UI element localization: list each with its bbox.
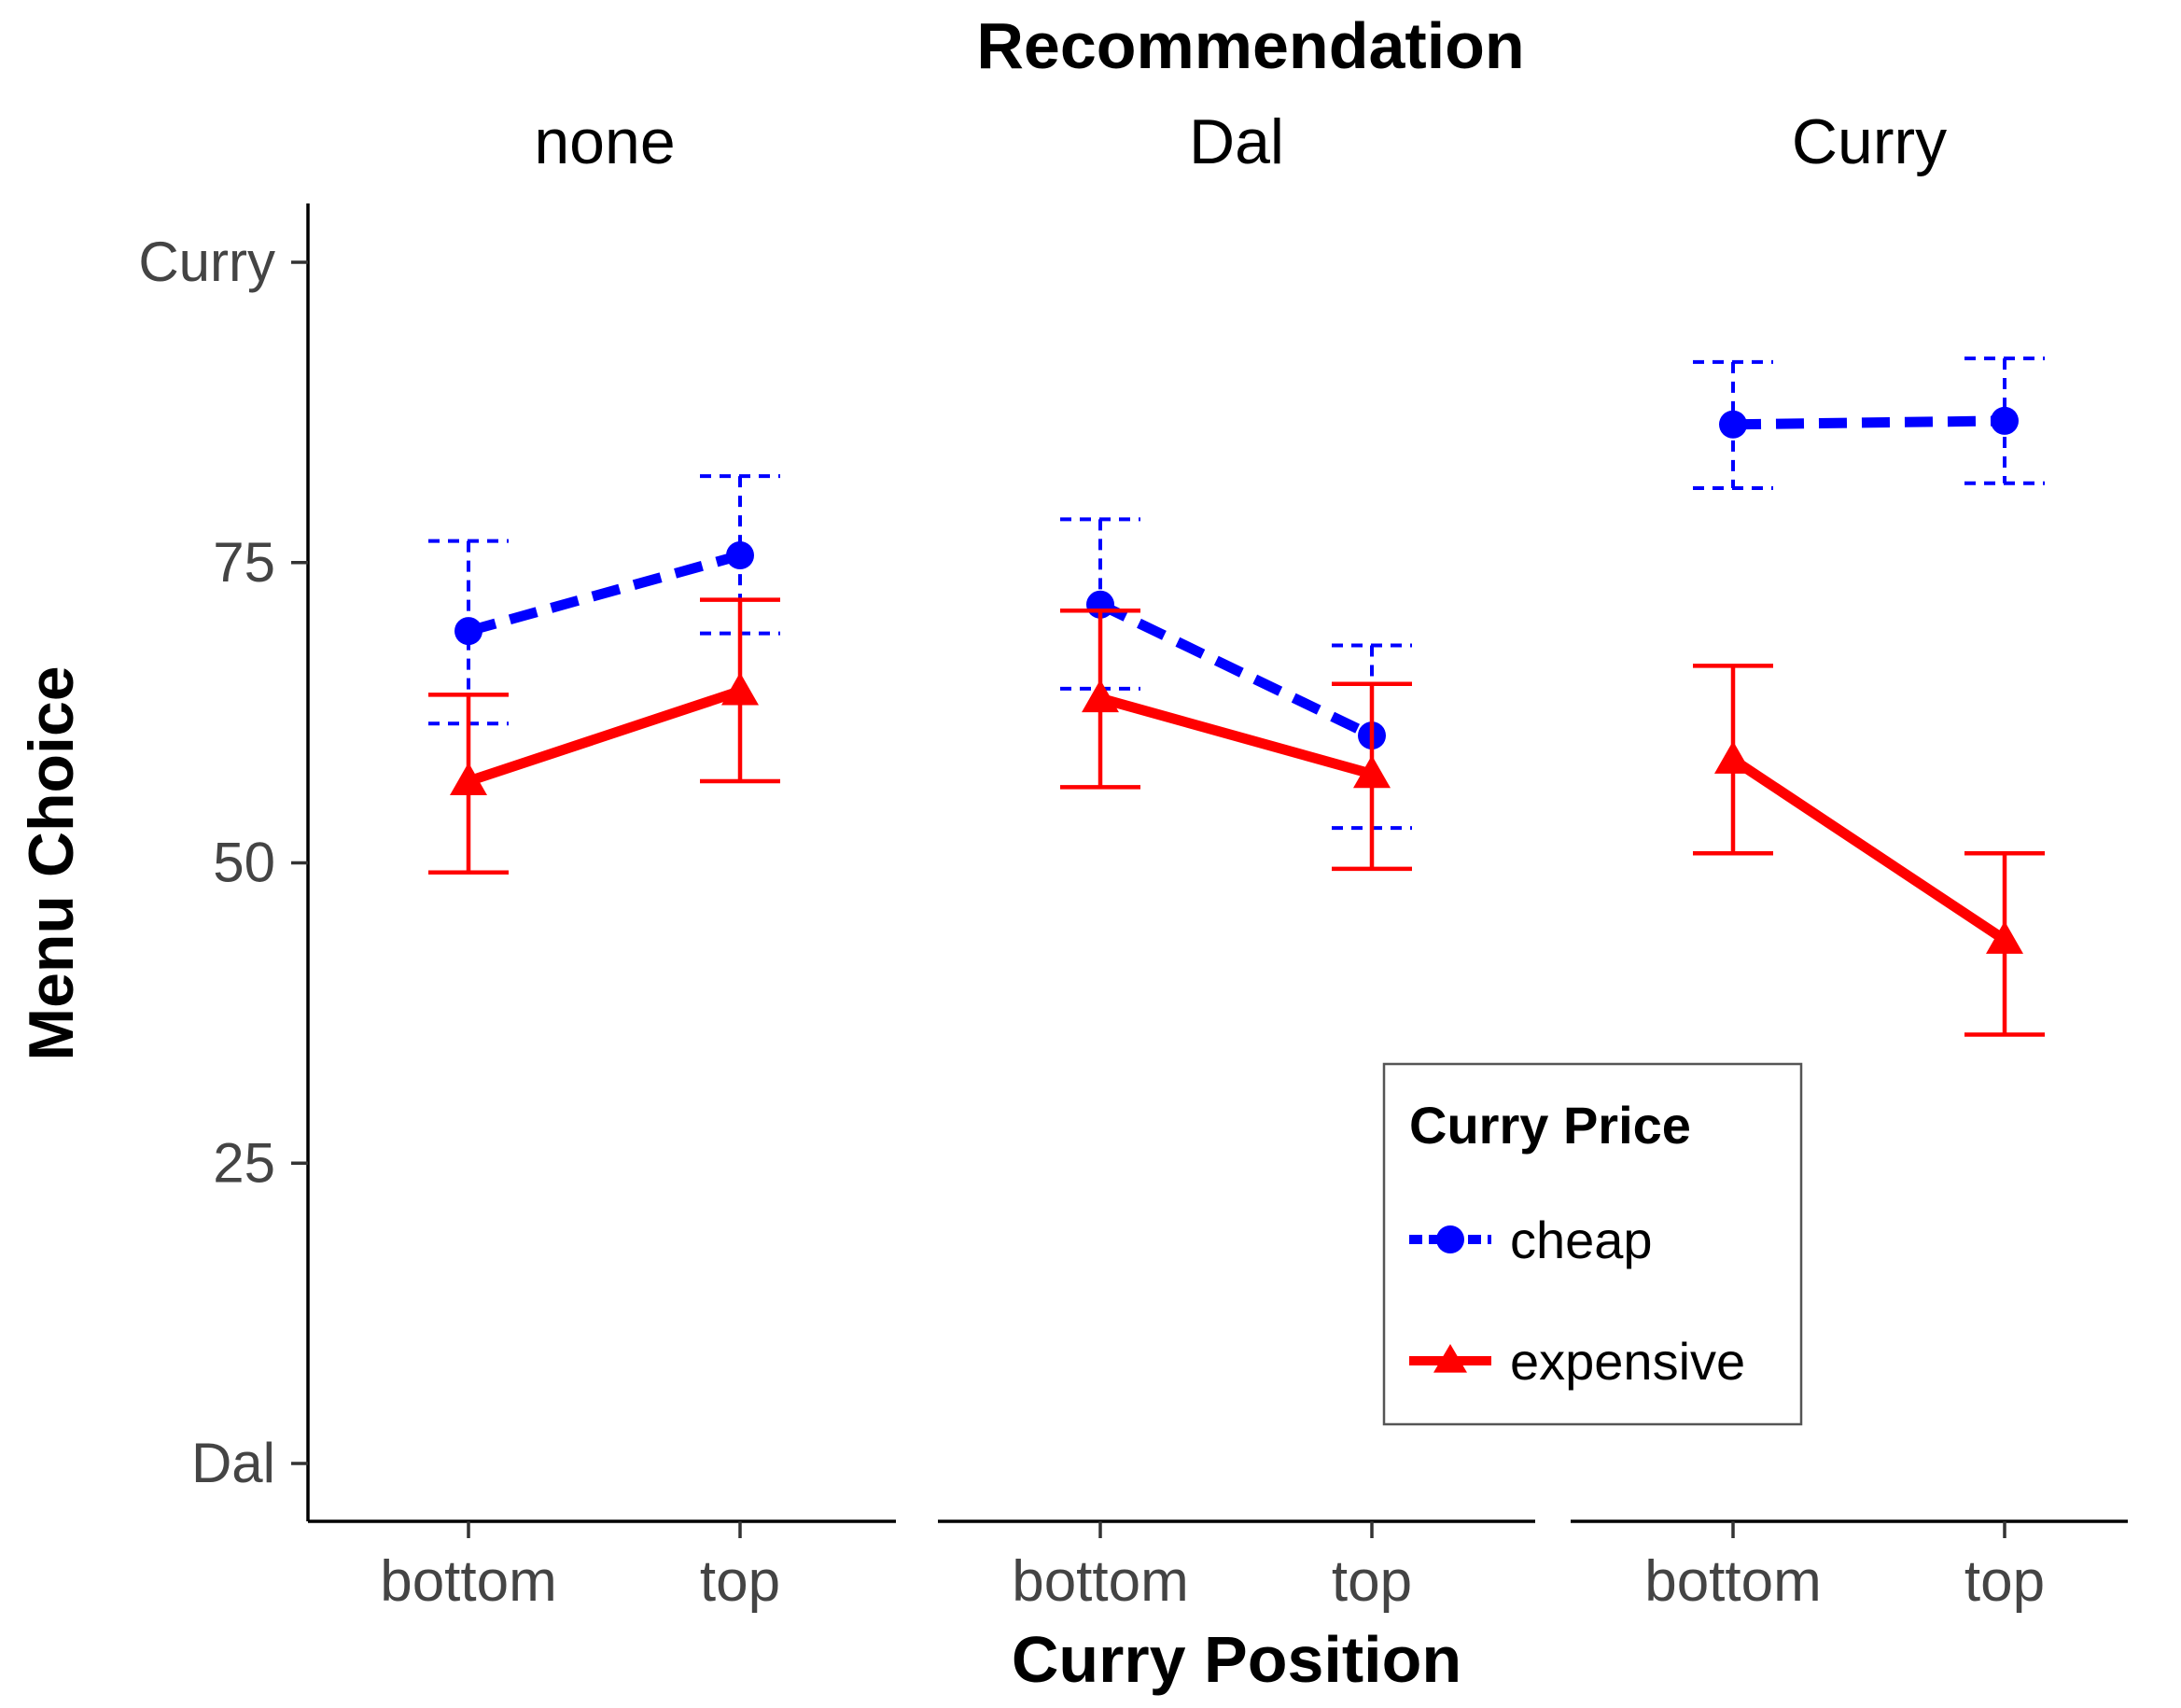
chart-title: Recommendation: [976, 9, 1524, 82]
point-bottom: [1714, 740, 1752, 774]
point-top: [726, 541, 754, 570]
x-axis-label: Curry Position: [1012, 1623, 1461, 1696]
legend-key-marker: [1433, 1344, 1467, 1373]
y-tick-label-3: 75: [213, 531, 275, 594]
facet-panel-curry: Curry bottom top: [1571, 106, 2128, 1614]
legend-entry-expensive: expensive: [1409, 1332, 1745, 1391]
point-top: [1991, 406, 2019, 435]
point-bottom: [1719, 410, 1747, 439]
x-tick-label-bottom: bottom: [1012, 1549, 1189, 1614]
y-axis: Dal 25 50 75 Curry: [138, 203, 310, 1521]
series-expensive: [1693, 664, 2045, 1037]
y-tick-label-0: Dal: [191, 1432, 275, 1494]
x-tick-label-bottom: bottom: [1644, 1549, 1822, 1614]
x-tick-label-top: top: [1964, 1549, 2045, 1614]
y-axis-label: Menu Choice: [16, 665, 87, 1060]
legend-entry-cheap: cheap: [1409, 1211, 1653, 1269]
point-bottom: [454, 617, 482, 646]
x-tick-label-top: top: [700, 1549, 780, 1614]
series-line: [1732, 415, 2006, 430]
legend-label: cheap: [1510, 1211, 1653, 1269]
x-tick-label-bottom: bottom: [380, 1549, 557, 1614]
series-line: [467, 686, 742, 787]
series-line: [1098, 693, 1374, 779]
series-line: [467, 550, 742, 637]
legend-title: Curry Price: [1409, 1096, 1691, 1155]
point-top: [1353, 755, 1391, 789]
point-top: [1986, 920, 2023, 954]
facet-panel-dal: Dal bottom top: [938, 106, 1535, 1614]
legend-entries: cheap expensive: [1409, 1211, 1745, 1391]
series-expensive: [1060, 608, 1412, 872]
facet-label: Dal: [1189, 106, 1284, 177]
legend-label: expensive: [1510, 1332, 1745, 1391]
x-tick-label-top: top: [1332, 1549, 1412, 1614]
y-tick-label-4: Curry: [138, 231, 275, 293]
facet-label: none: [534, 106, 675, 177]
series-expensive: [428, 597, 780, 875]
point-bottom: [450, 762, 487, 795]
facet-panel-none: none bottom top: [308, 106, 896, 1614]
series-cheap: [1693, 356, 2045, 490]
point-bottom: [1082, 679, 1119, 713]
facet-label: Curry: [1792, 106, 1947, 177]
y-tick-label-1: 25: [213, 1131, 275, 1194]
facet-panels: none bottom top Dal bottom top Curry bottom top: [308, 106, 2128, 1614]
series-line: [1097, 599, 1375, 741]
point-top: [721, 672, 759, 706]
y-tick-label-2: 50: [213, 832, 275, 894]
legend: Curry Price cheap expensive: [1382, 1062, 1803, 1426]
series-line: [1729, 755, 2008, 945]
legend-key-marker: [1436, 1225, 1464, 1253]
